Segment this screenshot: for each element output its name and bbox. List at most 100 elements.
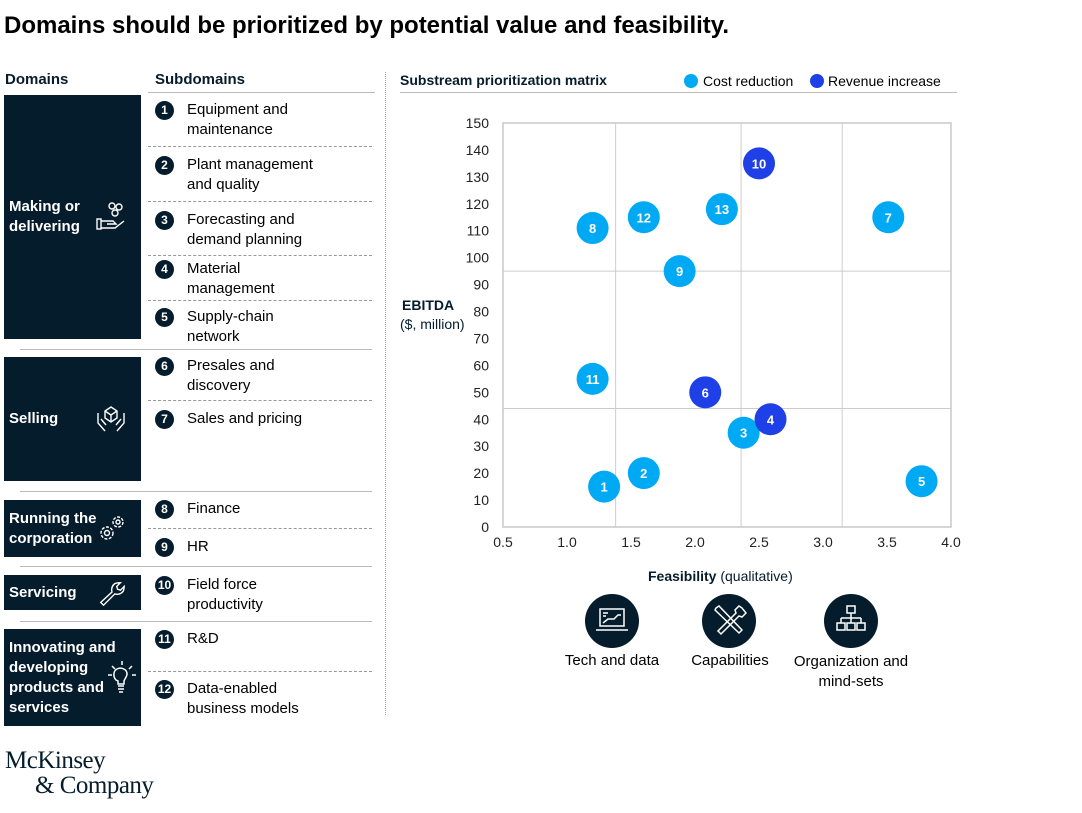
divider [148, 201, 372, 202]
page-title: Domains should be prioritized by potenti… [4, 12, 730, 39]
domain-servicing: Servicing [4, 575, 141, 610]
data-point-label: 3 [740, 426, 747, 441]
data-point-label: 4 [767, 412, 775, 427]
data-point [588, 470, 621, 503]
x-tick-label: 0.5 [493, 534, 513, 550]
divider [148, 671, 372, 672]
enabler-organization-circle [824, 594, 878, 648]
divider [148, 400, 372, 401]
x-axis-label-main: Feasibility [648, 568, 717, 584]
data-point-label: 6 [702, 385, 709, 400]
y-tick-label: 20 [473, 465, 489, 481]
data-point-label: 1 [601, 480, 608, 495]
divider [148, 255, 372, 256]
y-tick-label: 30 [473, 438, 489, 454]
data-point-label: 9 [676, 264, 683, 279]
data-point-label: 13 [715, 202, 729, 217]
domains-header: Domains [5, 71, 69, 88]
gears-icon [100, 515, 124, 540]
legend-label-revenue: Revenue increase [828, 73, 941, 89]
lightbulb-icon [108, 660, 136, 693]
y-axis-label: EBITDA [402, 297, 455, 313]
divider [20, 566, 372, 567]
divider [20, 491, 372, 492]
data-point-label: 7 [885, 210, 892, 225]
y-tick-label: 70 [473, 330, 489, 346]
y-tick-label: 80 [473, 304, 489, 320]
divider [148, 146, 372, 147]
enabler-tech-label: Tech and data [564, 652, 660, 669]
legend-label-cost: Cost reduction [703, 73, 794, 89]
data-point-label: 10 [752, 156, 766, 171]
hand-coins-icon [96, 202, 125, 230]
divider [148, 528, 372, 529]
org-chart-icon [836, 605, 866, 631]
enabler-tech-circle [585, 594, 639, 648]
domain-selling: Selling [4, 357, 141, 481]
enabler-organization-label: Organization and mind-sets [793, 653, 909, 690]
enabler-capabilities-circle [702, 594, 756, 648]
data-point-label: 11 [586, 372, 600, 387]
mckinsey-logo: McKinsey & Company [5, 747, 154, 799]
y-axis-units: ($, million) [400, 316, 465, 332]
laptop-chart-icon [596, 608, 628, 631]
y-tick-label: 10 [473, 492, 489, 508]
y-tick-label: 60 [473, 357, 489, 373]
divider [148, 300, 372, 301]
data-point [663, 255, 696, 288]
divider [20, 621, 372, 622]
tools-icon [714, 605, 748, 636]
data-point [727, 416, 760, 449]
wrench-icon [99, 581, 125, 606]
x-axis-label-suffix: (qualitative) [720, 568, 793, 584]
y-tick-label: 50 [473, 384, 489, 400]
x-tick-label: 3.0 [813, 534, 833, 550]
divider [400, 92, 957, 93]
x-tick-label: 1.5 [621, 534, 641, 550]
x-tick-label: 2.0 [685, 534, 705, 550]
data-point [872, 201, 905, 234]
data-point-label: 12 [637, 210, 651, 225]
data-point-label: 5 [918, 474, 925, 489]
y-tick-label: 110 [467, 223, 490, 239]
y-tick-label: 120 [466, 196, 490, 212]
y-tick-label: 130 [466, 169, 490, 185]
data-point [689, 376, 722, 409]
y-tick-label: 90 [473, 277, 489, 293]
legend-swatch-revenue [810, 74, 824, 88]
x-tick-label: 4.0 [941, 534, 961, 550]
y-tick-label: 100 [466, 250, 490, 266]
subdomains-header: Subdomains [155, 71, 246, 88]
data-point-label: 8 [589, 221, 596, 236]
x-axis-label: Feasibility (qualitative) [648, 568, 793, 584]
data-point [705, 193, 738, 226]
data-point [627, 457, 660, 490]
y-tick-label: 140 [466, 142, 490, 158]
x-tick-label: 3.5 [877, 534, 897, 550]
data-point [576, 362, 609, 395]
chart-title: Substream prioritization matrix [400, 72, 607, 88]
divider [385, 72, 386, 715]
hands-box-icon [97, 406, 125, 432]
y-tick-label: 0 [481, 519, 489, 535]
domain-running-corporation: Running the corporation [4, 500, 141, 557]
x-tick-label: 2.5 [749, 534, 769, 550]
y-tick-label: 150 [466, 115, 490, 131]
divider [148, 92, 375, 93]
data-point [743, 147, 775, 180]
legend-swatch-cost [684, 74, 698, 88]
data-point [754, 403, 787, 436]
plot-frame [502, 122, 952, 528]
data-point [627, 201, 660, 234]
domain-innovating: Innovating and developing products and s… [4, 629, 141, 726]
y-tick-label: 40 [473, 411, 489, 427]
divider [20, 349, 372, 350]
domain-making-delivering: Making or delivering [4, 95, 141, 339]
x-tick-label: 1.0 [557, 534, 577, 550]
data-point-label: 2 [640, 466, 647, 481]
data-point [576, 212, 609, 245]
data-point [905, 465, 938, 498]
enabler-capabilities-label: Capabilities [691, 652, 769, 669]
